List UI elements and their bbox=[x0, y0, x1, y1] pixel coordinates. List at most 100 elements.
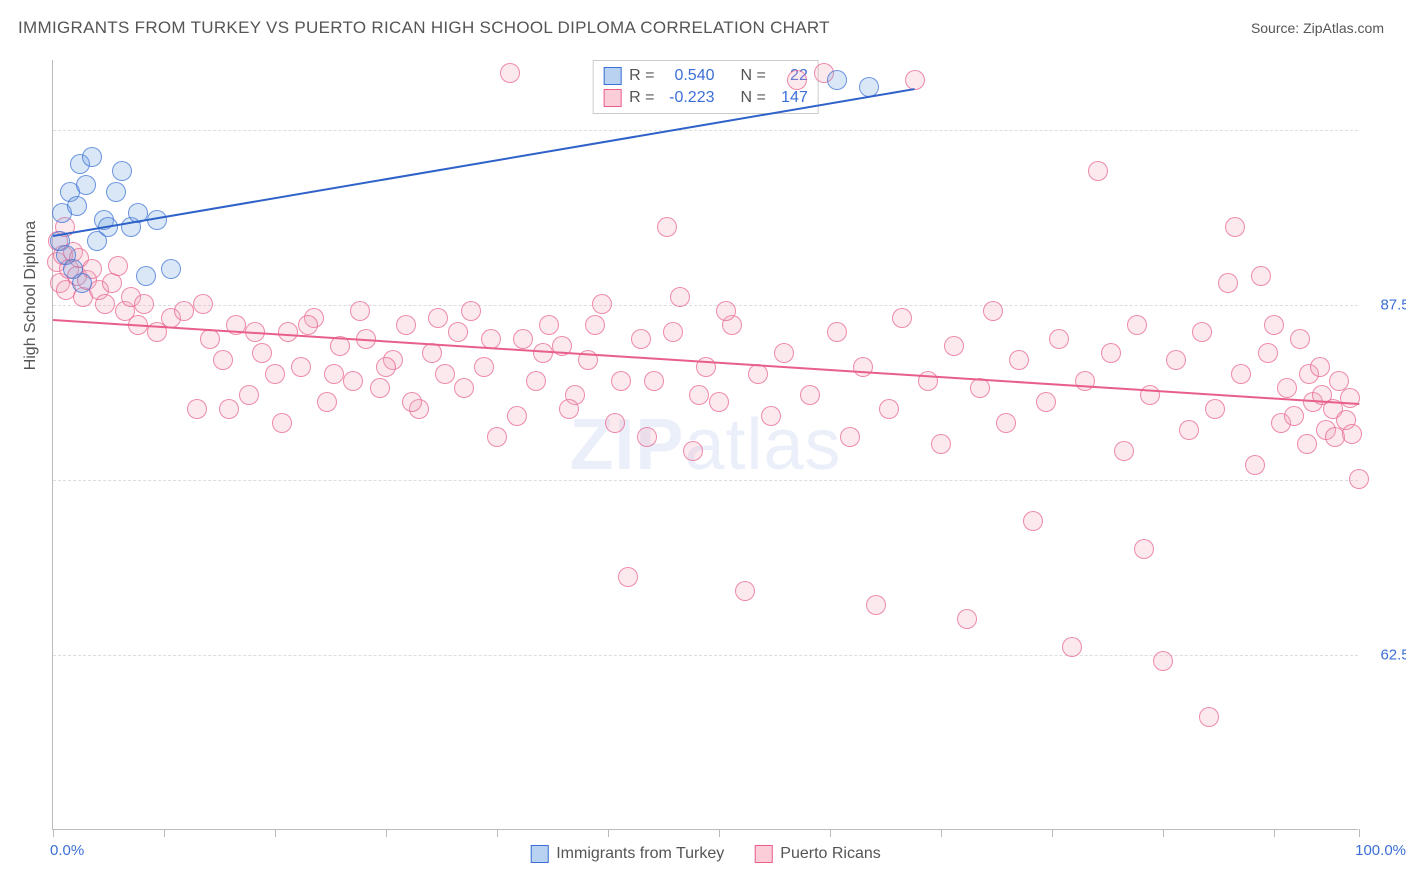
data-point bbox=[663, 322, 683, 342]
data-point bbox=[905, 70, 925, 90]
x-tick bbox=[941, 829, 942, 837]
data-point bbox=[592, 294, 612, 314]
data-point bbox=[1284, 406, 1304, 426]
data-point bbox=[670, 287, 690, 307]
x-tick-label: 0.0% bbox=[50, 842, 84, 859]
data-point bbox=[1218, 273, 1238, 293]
data-point bbox=[709, 392, 729, 412]
legend-r-label: R = bbox=[629, 89, 654, 107]
data-point bbox=[1192, 322, 1212, 342]
data-point bbox=[853, 357, 873, 377]
data-point bbox=[683, 441, 703, 461]
data-point bbox=[106, 182, 126, 202]
x-tick bbox=[719, 829, 720, 837]
x-tick bbox=[1163, 829, 1164, 837]
correlation-legend: R =0.540N =22R =-0.223N =147 bbox=[592, 60, 819, 114]
data-point bbox=[1179, 420, 1199, 440]
data-point bbox=[1349, 469, 1369, 489]
legend-row: R =0.540N =22 bbox=[603, 65, 808, 87]
data-point bbox=[63, 259, 83, 279]
data-point bbox=[1310, 357, 1330, 377]
data-point bbox=[559, 399, 579, 419]
legend-item: Puerto Ricans bbox=[754, 845, 881, 863]
data-point bbox=[474, 357, 494, 377]
data-point bbox=[507, 406, 527, 426]
data-point bbox=[1114, 441, 1134, 461]
chart-source: Source: ZipAtlas.com bbox=[1251, 20, 1384, 36]
x-tick bbox=[1274, 829, 1275, 837]
data-point bbox=[350, 301, 370, 321]
data-point bbox=[748, 364, 768, 384]
data-point bbox=[1023, 511, 1043, 531]
data-point bbox=[800, 385, 820, 405]
data-point bbox=[454, 378, 474, 398]
data-point bbox=[1245, 455, 1265, 475]
series-legend: Immigrants from Turkey Puerto Ricans bbox=[530, 845, 881, 863]
data-point bbox=[422, 343, 442, 363]
data-point bbox=[200, 329, 220, 349]
data-point bbox=[827, 70, 847, 90]
trend-line bbox=[53, 88, 915, 237]
data-point bbox=[219, 399, 239, 419]
data-point bbox=[1134, 539, 1154, 559]
data-point bbox=[1036, 392, 1056, 412]
data-point bbox=[76, 175, 96, 195]
data-point bbox=[1264, 315, 1284, 335]
data-point bbox=[618, 567, 638, 587]
data-point bbox=[370, 378, 390, 398]
x-tick bbox=[1359, 829, 1360, 837]
data-point bbox=[343, 371, 363, 391]
data-point bbox=[112, 161, 132, 181]
data-point bbox=[1199, 707, 1219, 727]
data-point bbox=[1342, 424, 1362, 444]
legend-r-value: 0.540 bbox=[663, 67, 715, 85]
legend-label: Immigrants from Turkey bbox=[556, 845, 724, 863]
data-point bbox=[1062, 637, 1082, 657]
data-point bbox=[272, 413, 292, 433]
legend-r-label: R = bbox=[629, 67, 654, 85]
data-point bbox=[1127, 315, 1147, 335]
x-tick bbox=[608, 829, 609, 837]
chart-title: IMMIGRANTS FROM TURKEY VS PUERTO RICAN H… bbox=[18, 18, 830, 38]
data-point bbox=[1290, 329, 1310, 349]
legend-item: Immigrants from Turkey bbox=[530, 845, 724, 863]
data-point bbox=[983, 301, 1003, 321]
data-point bbox=[278, 322, 298, 342]
data-point bbox=[944, 336, 964, 356]
data-point bbox=[637, 427, 657, 447]
data-point bbox=[611, 371, 631, 391]
x-tick bbox=[164, 829, 165, 837]
data-point bbox=[108, 256, 128, 276]
data-point bbox=[526, 371, 546, 391]
data-point bbox=[67, 196, 87, 216]
legend-n-label: N = bbox=[741, 67, 766, 85]
gridline bbox=[53, 305, 1358, 306]
x-tick-label: 100.0% bbox=[1355, 842, 1406, 859]
x-tick bbox=[1052, 829, 1053, 837]
data-point bbox=[605, 413, 625, 433]
legend-row: R =-0.223N =147 bbox=[603, 87, 808, 109]
data-point bbox=[644, 371, 664, 391]
data-point bbox=[657, 217, 677, 237]
gridline bbox=[53, 480, 1358, 481]
data-point bbox=[1101, 343, 1121, 363]
legend-n-value: 147 bbox=[774, 89, 808, 107]
data-point bbox=[957, 609, 977, 629]
data-point bbox=[376, 357, 396, 377]
data-point bbox=[193, 294, 213, 314]
data-point bbox=[428, 308, 448, 328]
data-point bbox=[689, 385, 709, 405]
data-point bbox=[866, 595, 886, 615]
data-point bbox=[1251, 266, 1271, 286]
data-point bbox=[187, 399, 207, 419]
data-point bbox=[82, 147, 102, 167]
data-point bbox=[1153, 651, 1173, 671]
data-point bbox=[317, 392, 337, 412]
legend-swatch bbox=[530, 845, 548, 863]
data-point bbox=[735, 581, 755, 601]
data-point bbox=[1258, 343, 1278, 363]
data-point bbox=[513, 329, 533, 349]
data-point bbox=[500, 63, 520, 83]
data-point bbox=[879, 399, 899, 419]
data-point bbox=[213, 350, 233, 370]
